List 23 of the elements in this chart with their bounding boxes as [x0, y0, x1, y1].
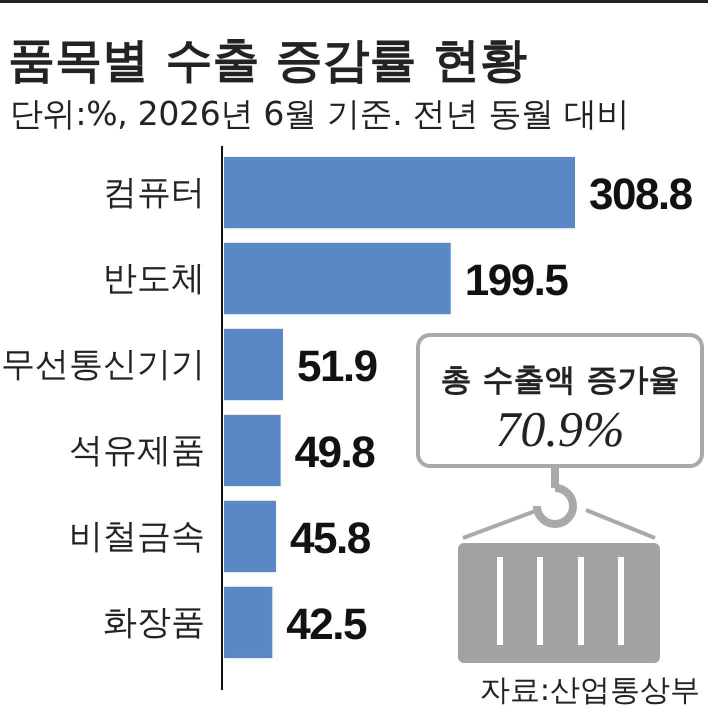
bar: [224, 328, 283, 400]
y-tick-label: 컴퓨터: [103, 172, 205, 213]
annotation: 총 수출액 증가율: [440, 362, 680, 398]
data-label: 49.8: [294, 428, 376, 477]
y-tick-label: 비철금속: [69, 516, 205, 556]
y-tick-label: 무선통신기기: [1, 344, 205, 385]
chart-title: 품목별 수출 증감률 현황: [8, 33, 528, 88]
data-label: 51.9: [296, 342, 377, 392]
data-label: 42.5: [286, 600, 367, 649]
bar: [224, 500, 276, 572]
bar: [224, 242, 451, 314]
y-tick-label: 반도체: [103, 258, 205, 299]
bar: [224, 586, 272, 658]
data-label: 199.5: [464, 256, 568, 306]
data-label: 308.8: [589, 170, 693, 220]
annotation: 자료:산업통상부: [480, 673, 700, 708]
bar: [224, 156, 575, 228]
annotation: 70.9%: [495, 401, 625, 457]
y-tick-label: 화장품: [103, 602, 205, 642]
data-label: 45.8: [290, 514, 371, 563]
bar: [224, 414, 281, 486]
y-tick-label: 석유제품: [69, 430, 205, 470]
chart-subtitle: 단위:%, 2026년 6월 기준. 전년 동월 대비: [10, 94, 630, 133]
